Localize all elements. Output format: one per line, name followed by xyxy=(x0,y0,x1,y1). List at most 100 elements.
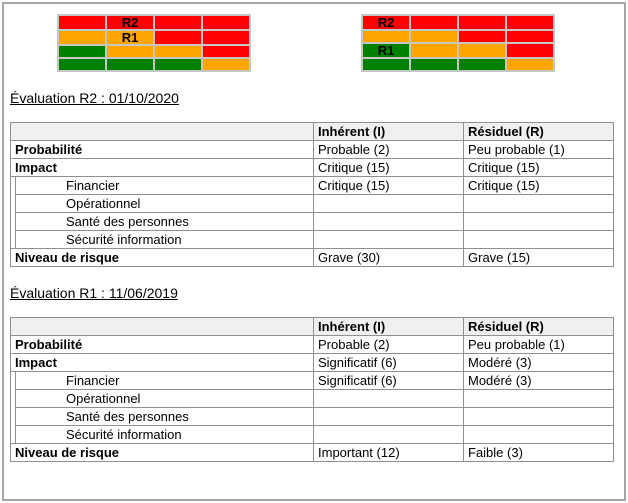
row-label: Impact xyxy=(10,353,314,372)
cell-residual: Peu probable (1) xyxy=(463,335,614,354)
row-label: Niveau de risque xyxy=(10,443,314,462)
section-heading-r1: Évaluation R1 : 11/06/2019 xyxy=(10,285,178,301)
matrix-cell-red xyxy=(505,42,555,59)
matrix-cell-orange xyxy=(57,29,107,46)
cell-inherent: Significatif (6) xyxy=(313,353,464,372)
table-row: Opérationnel xyxy=(11,389,614,408)
table-row: Niveau de risque Grave (30) Grave (15) xyxy=(10,248,614,267)
column-header-inherent: Inhérent (I) xyxy=(313,122,464,141)
matrix-cell-red xyxy=(201,29,251,46)
row-label: Sécurité information xyxy=(15,425,314,444)
row-label: Sécurité information xyxy=(15,230,314,249)
cell-residual xyxy=(463,230,614,249)
table-row: Impact Significatif (6) Modéré (3) xyxy=(10,353,614,372)
risk-matrices: R2 R1 R2 R1 xyxy=(57,14,624,72)
table-row: Niveau de risque Important (12) Faible (3) xyxy=(10,443,614,462)
cell-inherent: Critique (15) xyxy=(313,158,464,177)
matrix-cell-red xyxy=(153,29,203,46)
cell-inherent: Critique (15) xyxy=(313,176,464,195)
matrix-row xyxy=(57,44,251,59)
section-evaluation-r2: Évaluation R2 : 01/10/2020 Inhérent (I) R… xyxy=(4,90,624,267)
cell-residual: Faible (3) xyxy=(463,443,614,462)
matrix-cell-green xyxy=(361,57,411,72)
table-row: Opérationnel xyxy=(11,194,614,213)
risk-marker-r2: R2 xyxy=(361,14,411,31)
evaluation-table-r1: Inhérent (I) Résiduel (R) Probabilité Proba… xyxy=(10,317,614,462)
row-label: Opérationnel xyxy=(15,389,314,408)
column-header-empty xyxy=(10,122,314,141)
matrix-row xyxy=(57,57,251,72)
matrix-cell-red xyxy=(153,14,203,31)
table-row: Santé des personnes xyxy=(11,407,614,426)
matrix-cell-red xyxy=(57,14,107,31)
matrix-cell-red xyxy=(457,29,507,44)
cell-inherent: Probable (2) xyxy=(313,335,464,354)
matrix-cell-orange xyxy=(409,42,459,59)
table-row: Santé des personnes xyxy=(11,212,614,231)
matrix-row: R1 xyxy=(57,29,251,46)
matrix-cell-red xyxy=(409,14,459,31)
cell-inherent: Important (12) xyxy=(313,443,464,462)
matrix-row: R2 xyxy=(57,14,251,31)
matrix-cell-red xyxy=(505,14,555,31)
matrix-cell-orange xyxy=(361,29,411,44)
matrix-cell-green xyxy=(409,57,459,72)
cell-inherent xyxy=(313,389,464,408)
table-header-row: Inhérent (I) Résiduel (R) xyxy=(10,122,614,141)
matrix-cell-green xyxy=(457,57,507,72)
table-row: Impact Critique (15) Critique (15) xyxy=(10,158,614,177)
matrix-cell-red xyxy=(201,44,251,59)
cell-inherent: Significatif (6) xyxy=(313,371,464,390)
section-evaluation-r1: Évaluation R1 : 11/06/2019 Inhérent (I) R… xyxy=(4,285,624,462)
matrix-cell-orange xyxy=(105,44,155,59)
cell-residual xyxy=(463,389,614,408)
row-label: Santé des personnes xyxy=(15,407,314,426)
column-header-residual: Résiduel (R) xyxy=(463,122,614,141)
cell-inherent xyxy=(313,425,464,444)
risk-matrix-left: R2 R1 xyxy=(57,14,251,72)
cell-residual: Peu probable (1) xyxy=(463,140,614,159)
table-row: Probabilité Probable (2) Peu probable (1) xyxy=(10,140,614,159)
cell-residual: Modéré (3) xyxy=(463,371,614,390)
cell-residual xyxy=(463,212,614,231)
cell-residual xyxy=(463,194,614,213)
matrix-cell-green xyxy=(57,44,107,59)
row-label: Santé des personnes xyxy=(15,212,314,231)
cell-inherent xyxy=(313,230,464,249)
table-row: Probabilité Probable (2) Peu probable (1) xyxy=(10,335,614,354)
cell-residual xyxy=(463,407,614,426)
matrix-cell-green xyxy=(153,57,203,72)
cell-residual: Modéré (3) xyxy=(463,353,614,372)
table-row: Financier Significatif (6) Modéré (3) xyxy=(10,371,614,444)
row-label: Financier xyxy=(15,371,314,390)
cell-inherent xyxy=(313,194,464,213)
cell-residual: Critique (15) xyxy=(463,158,614,177)
row-label: Financier xyxy=(15,176,314,195)
cell-residual: Critique (15) xyxy=(463,176,614,195)
table-row: Financier Critique (15) Critique (15) xyxy=(10,176,614,249)
column-header-residual: Résiduel (R) xyxy=(463,317,614,336)
matrix-cell-orange xyxy=(505,57,555,72)
cell-residual xyxy=(463,425,614,444)
row-label: Probabilité xyxy=(10,335,314,354)
evaluation-table-r2: Inhérent (I) Résiduel (R) Probabilité Proba… xyxy=(10,122,614,267)
matrix-cell-red xyxy=(505,29,555,44)
cell-inherent: Probable (2) xyxy=(313,140,464,159)
matrix-cell-red xyxy=(201,14,251,31)
section-heading-r2: Évaluation R2 : 01/10/2020 xyxy=(10,90,179,106)
matrix-cell-orange xyxy=(153,44,203,59)
cell-inherent xyxy=(313,407,464,426)
matrix-row: R2 xyxy=(361,14,555,31)
column-header-empty xyxy=(10,317,314,336)
matrix-row: R1 xyxy=(361,42,555,59)
matrix-cell-red xyxy=(457,14,507,31)
matrix-cell-green xyxy=(105,57,155,72)
row-label: Niveau de risque xyxy=(10,248,314,267)
row-label: Impact xyxy=(10,158,314,177)
row-label: Opérationnel xyxy=(15,194,314,213)
matrix-cell-orange xyxy=(409,29,459,44)
matrix-cell-orange xyxy=(201,57,251,72)
risk-marker-r1: R1 xyxy=(361,42,411,59)
risk-marker-r1: R1 xyxy=(105,29,155,46)
matrix-row xyxy=(361,29,555,44)
